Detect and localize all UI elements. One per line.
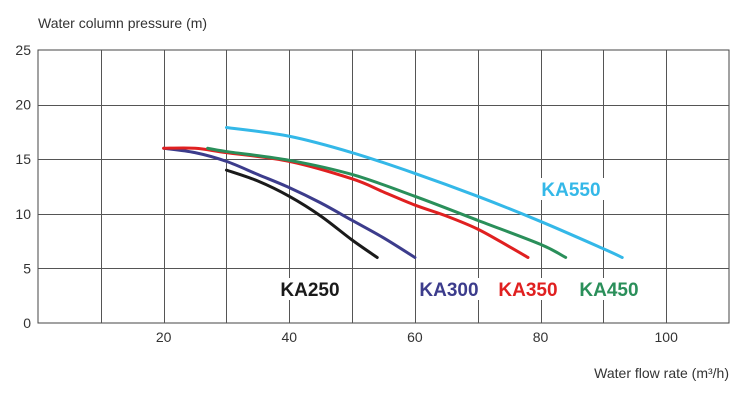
series-line-ka450 <box>206 146 568 259</box>
y-axis-title: Water column pressure (m) <box>38 15 207 31</box>
series-line-ka550 <box>224 126 624 259</box>
series-label-bg <box>495 278 561 300</box>
y-tick-label: 20 <box>15 97 31 113</box>
series-label-ka250: KA250 <box>280 280 339 301</box>
series-label-ka300: KA300 <box>419 280 478 301</box>
series-label-ka350: KA350 <box>498 280 557 301</box>
series-line-ka350 <box>162 146 530 259</box>
series-label-bg <box>538 178 604 200</box>
x-tick-label: 80 <box>533 329 549 345</box>
y-tick-label: 5 <box>23 260 31 276</box>
series-label-bg <box>277 278 343 300</box>
y-tick-label: 10 <box>15 206 31 222</box>
x-tick-label: 60 <box>407 329 423 345</box>
x-axis-title: Water flow rate (m³/h) <box>594 365 729 381</box>
tick-labels: 0 5 10 15 20 25 20 40 60 80 100 <box>15 42 678 345</box>
y-tick-label: 25 <box>15 42 31 58</box>
x-tick-label: 40 <box>281 329 297 345</box>
series-lines <box>162 126 624 259</box>
y-tick-label: 0 <box>23 315 31 331</box>
series-label-ka550: KA550 <box>541 180 600 201</box>
series-line-ka300 <box>162 146 417 259</box>
y-tick-label: 15 <box>15 151 31 167</box>
series-label-bg <box>416 278 482 300</box>
series-labels: KA250 KA300 KA350 KA450 KA550 <box>277 178 642 301</box>
grid <box>37 49 730 324</box>
series-line-ka250 <box>224 168 379 259</box>
x-tick-label: 20 <box>156 329 172 345</box>
plot-frame <box>37 49 730 324</box>
series-label-bg <box>576 278 642 300</box>
series-label-ka450: KA450 <box>579 280 638 301</box>
x-tick-label: 100 <box>655 329 679 345</box>
